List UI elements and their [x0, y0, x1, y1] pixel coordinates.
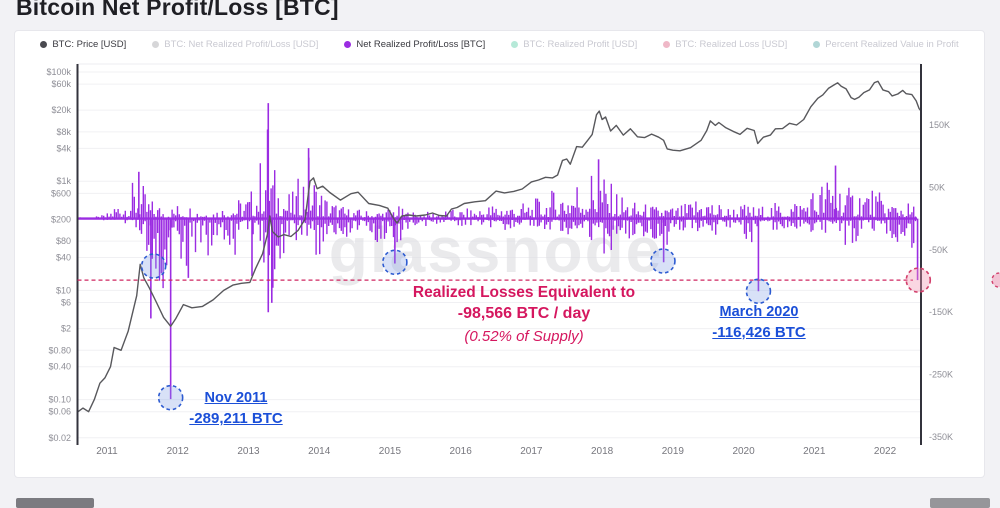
- capitulation-highlight-circle[interactable]: [650, 248, 676, 274]
- right-axis-tick-label: 50K: [929, 182, 945, 192]
- legend-item[interactable]: Percent Realized Value in Profit: [813, 39, 959, 50]
- left-axis-tick-label: $40: [56, 253, 71, 263]
- left-axis-tick-label: $0.40: [48, 362, 71, 372]
- right-axis-tick-label: -350K: [929, 432, 953, 442]
- legend-item[interactable]: BTC: Realized Loss [USD]: [663, 39, 787, 50]
- legend-dot-icon: [40, 41, 48, 48]
- legend-dot-icon: [813, 41, 821, 48]
- left-axis-tick-label: $0.80: [48, 345, 71, 355]
- left-axis-tick-label: $2: [61, 324, 71, 334]
- legend-item-label: BTC: Realized Loss [USD]: [675, 39, 788, 50]
- annotation-line: (0.52% of Supply): [464, 328, 584, 345]
- left-axis-tick-label: $20k: [51, 105, 71, 115]
- x-axis-tick-label: 2021: [803, 446, 826, 457]
- legend-item[interactable]: Net Realized Profit/Loss [BTC]: [344, 39, 485, 50]
- capitulation-highlight-circle[interactable]: [157, 384, 184, 411]
- right-axis-tick-label: -150K: [929, 307, 953, 317]
- x-axis-tick-label: 2018: [591, 446, 614, 457]
- left-axis-tick-label: $4k: [56, 143, 71, 153]
- legend-item[interactable]: BTC: Realized Profit [USD]: [511, 39, 637, 50]
- clipped-footer-left: [16, 498, 94, 508]
- annotation-line: -98,566 BTC / day: [457, 305, 591, 322]
- x-axis-tick-label: 2016: [450, 446, 473, 457]
- x-axis-tick-label: 2012: [167, 446, 190, 457]
- legend-item-label: Percent Realized Value in Profit: [825, 39, 959, 50]
- x-axis-tick-label: 2014: [308, 446, 331, 457]
- right-axis-tick-label: 150K: [929, 120, 950, 130]
- left-axis-tick-label: $60k: [51, 79, 71, 89]
- x-axis-tick-label: 2013: [237, 446, 260, 457]
- annotation-line: -116,426 BTC: [712, 324, 806, 341]
- legend-item-label: BTC: Realized Profit [USD]: [523, 39, 638, 50]
- x-axis-tick-label: 2015: [379, 446, 402, 457]
- clipped-highlight-circle: [991, 272, 1000, 288]
- legend-item-label: BTC: Price [USD]: [52, 39, 127, 50]
- right-axis-tick-label: -50K: [929, 245, 948, 255]
- legend-dot-icon: [663, 41, 671, 48]
- left-axis-tick-label: $200: [51, 214, 71, 224]
- left-axis-tick-label: $1k: [56, 176, 71, 186]
- chart-legend: BTC: Price [USD] BTC: Net Realized Profit…: [15, 39, 984, 50]
- left-axis-tick-label: $80: [56, 236, 71, 246]
- left-axis-tick-label: $100k: [46, 67, 71, 77]
- annotation-nov-2011: Nov 2011 -289,211 BTC: [189, 388, 282, 429]
- legend-item-label: Net Realized Profit/Loss [BTC]: [356, 39, 486, 50]
- annotation-line: -289,211 BTC: [189, 410, 283, 427]
- legend-dot-icon: [511, 41, 519, 48]
- left-axis-tick-label: $0.10: [48, 395, 71, 405]
- annotation-line: March 2020: [719, 304, 799, 320]
- annotation-realized-losses: Realized Losses Equivalent to -98,566 BT…: [413, 282, 635, 349]
- current-loss-highlight-circle[interactable]: [905, 267, 932, 293]
- legend-dot-icon: [344, 41, 352, 48]
- legend-item[interactable]: BTC: Net Realized Profit/Loss [USD]: [152, 39, 318, 50]
- legend-dot-icon: [152, 41, 160, 48]
- left-axis-tick-label: $10: [56, 285, 71, 295]
- left-axis-tick-label: $0.06: [48, 407, 71, 417]
- chart-card: BTC: Price [USD] BTC: Net Realized Profit…: [14, 30, 985, 478]
- left-axis-tick-label: $8k: [56, 127, 71, 137]
- annotation-line: Nov 2011: [204, 390, 268, 406]
- legend-item-label: BTC: Net Realized Profit/Loss [USD]: [164, 39, 319, 50]
- page-title: Bitcoin Net Profit/Loss [BTC]: [16, 0, 339, 20]
- capitulation-highlight-circle[interactable]: [745, 278, 772, 305]
- capitulation-highlight-circle[interactable]: [382, 249, 408, 276]
- left-axis-tick-label: $0.02: [48, 433, 71, 443]
- btc-price-line: [77, 80, 922, 413]
- x-axis-tick-label: 2020: [732, 446, 755, 457]
- clipped-footer-right: [930, 498, 990, 508]
- left-axis-tick-label: $600: [51, 188, 71, 198]
- annotation-line: Realized Losses Equivalent to: [412, 284, 636, 301]
- x-axis-tick-label: 2019: [662, 446, 685, 457]
- left-axis-tick-label: $6: [61, 298, 71, 308]
- annotation-march-2020: March 2020 -116,426 BTC: [712, 302, 805, 343]
- right-axis-tick-label: -250K: [929, 370, 953, 380]
- capitulation-highlight-circle[interactable]: [140, 253, 167, 279]
- x-axis-tick-label: 2011: [96, 446, 118, 457]
- x-axis-tick-label: 2022: [874, 446, 897, 457]
- legend-item[interactable]: BTC: Price [USD]: [40, 39, 126, 50]
- x-axis-tick-label: 2017: [520, 446, 543, 457]
